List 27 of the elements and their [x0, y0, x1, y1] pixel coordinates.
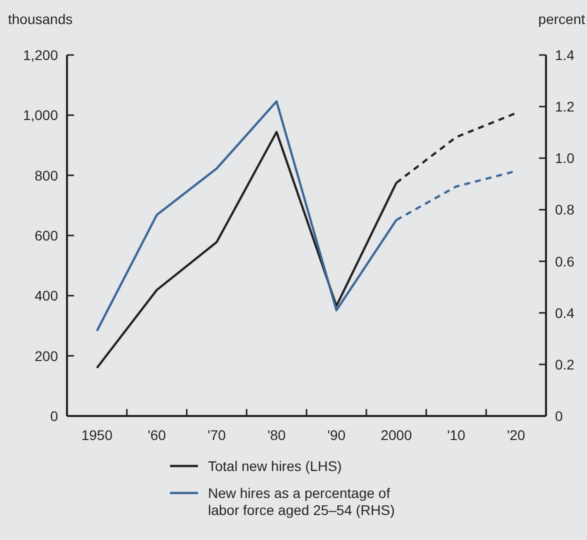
- y2-tick-label: 1.0: [555, 150, 575, 166]
- y2-tick-label: 1.4: [555, 47, 575, 63]
- x-tick-label: '60: [148, 427, 166, 443]
- y2-tick-label: 0.2: [555, 356, 575, 372]
- y2-tick-label: 0.6: [555, 253, 575, 270]
- x-tick-label: '20: [506, 427, 526, 443]
- x-tick-label: 1950: [81, 427, 113, 443]
- y-tick-label: 1,000: [22, 107, 58, 124]
- legend-label: Total new hires (LHS): [208, 458, 342, 474]
- y-tick-label: 600: [34, 228, 58, 244]
- y-tick-label: 1,200: [22, 47, 58, 63]
- y-tick-label: 200: [34, 348, 58, 364]
- y2-tick-label: 0.4: [555, 304, 575, 321]
- x-tick-label: '10: [447, 427, 466, 443]
- x-tick-label: '70: [208, 427, 226, 443]
- y2-tick-label: 0: [555, 408, 563, 424]
- y-tick-label: 0: [50, 408, 58, 424]
- y-axis-title: thousands: [8, 11, 73, 27]
- y2-axis-title: percent: [538, 11, 586, 27]
- legend-label: New hires as a percentage of labor force aged 25–54 (RHS): [208, 485, 395, 518]
- y2-tick-label: 1.2: [555, 98, 575, 115]
- y-tick-label: 400: [34, 288, 58, 304]
- x-tick-label: '80: [267, 427, 286, 443]
- y2-tick-label: 0.8: [555, 202, 575, 218]
- x-tick-label: 2000: [380, 427, 412, 443]
- y-tick-label: 800: [34, 167, 58, 184]
- x-tick-label: '90: [327, 427, 346, 443]
